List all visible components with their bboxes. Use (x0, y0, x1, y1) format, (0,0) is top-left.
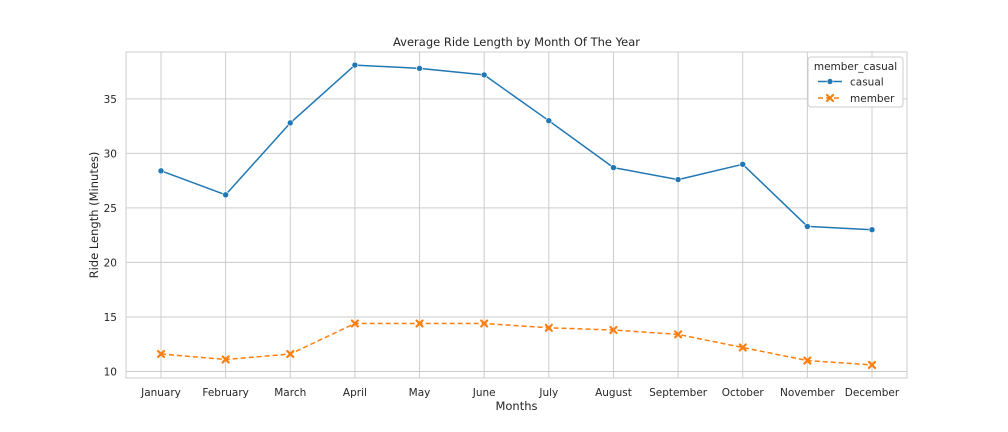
data-point-member (221, 355, 230, 364)
x-tick-label: October (722, 387, 765, 399)
legend-entry-member: member (818, 93, 895, 105)
data-point-casual (222, 191, 229, 199)
legend-title: member_casual (814, 61, 897, 73)
series-line-casual (160, 64, 873, 231)
data-point-casual (545, 117, 553, 124)
data-point-member (544, 323, 553, 332)
legend-box (807, 56, 904, 108)
data-point-member (738, 343, 747, 352)
data-point-member (803, 356, 812, 365)
tick-labels: January February March April May June July Augu… (104, 94, 900, 399)
legend-marker-casual (826, 78, 834, 85)
y-tick-label: 15 (104, 312, 117, 324)
x-tick-label: February (202, 387, 249, 399)
x-tick-label: May (409, 387, 431, 399)
legend: member_casual casual member (807, 56, 904, 108)
x-tick-label: June (472, 387, 496, 399)
data-point-casual (804, 223, 811, 230)
data-point-casual (351, 61, 359, 69)
data-point-casual (868, 226, 876, 234)
data-point-member (286, 349, 295, 359)
y-tick-label: 35 (104, 94, 117, 106)
data-point-member (867, 360, 877, 370)
y-tick-label: 10 (104, 366, 117, 378)
data-point-casual (674, 176, 682, 183)
data-point-casual (610, 164, 617, 171)
series-layer (156, 61, 877, 370)
data-point-member (350, 319, 360, 328)
x-axis-title: Months (495, 399, 537, 413)
legend-label-member: member (850, 93, 895, 105)
x-tick-label: November (780, 387, 835, 399)
y-axis-title: Ride Length (Minutes) (87, 152, 101, 279)
plot-area-frame (125, 51, 908, 379)
data-point-casual (739, 161, 747, 168)
x-tick-label: January (140, 387, 181, 399)
legend-marker-member (825, 93, 835, 103)
data-point-member (673, 330, 683, 339)
data-point-member (415, 319, 424, 328)
data-point-casual (286, 119, 294, 127)
chart-title: Average Ride Length by Month Of The Year (393, 35, 640, 49)
data-point-member (609, 325, 618, 335)
x-tick-label: April (343, 387, 367, 399)
x-tick-label: December (845, 387, 900, 399)
data-point-casual (416, 65, 423, 72)
y-tick-label: 20 (104, 257, 117, 269)
x-tick-label: July (538, 387, 558, 399)
y-tick-label: 25 (104, 203, 117, 215)
x-tick-label: September (649, 387, 708, 399)
data-point-member (480, 319, 489, 328)
legend-entry-casual: casual (818, 77, 884, 89)
y-tick-label: 30 (104, 148, 117, 160)
data-point-casual (480, 71, 488, 79)
data-point-casual (157, 167, 165, 175)
x-tick-label: March (274, 387, 306, 399)
grid-lines (126, 52, 907, 378)
legend-label-casual: casual (850, 77, 884, 89)
data-point-member (156, 349, 166, 359)
x-tick-label: August (595, 387, 632, 399)
series-line-member (160, 322, 873, 366)
